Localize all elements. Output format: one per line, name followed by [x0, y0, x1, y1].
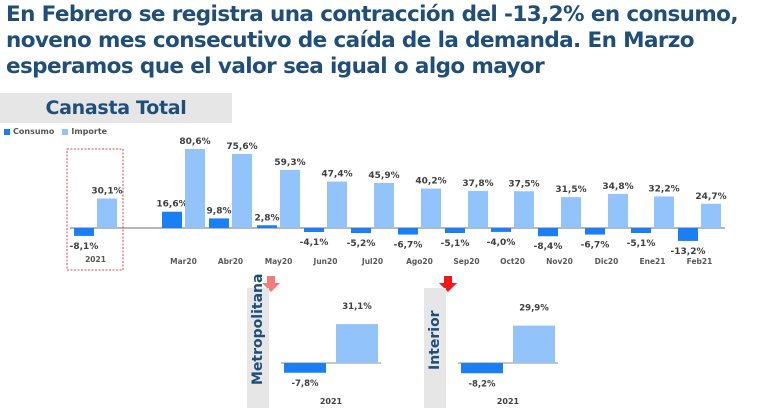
legend-label-consumo: Consumo — [13, 127, 55, 136]
bar-consumo-jun20 — [304, 228, 324, 233]
x-tick-label-mar20: Mar20 — [170, 257, 197, 266]
metropolitana-label-importe: 31,1% — [342, 302, 372, 312]
bar-consumo-nov20 — [538, 228, 558, 237]
x-tick-label-abr20: Abr20 — [218, 257, 243, 266]
bar-importe-jun20 — [327, 181, 347, 228]
chart-legend: Consumo Importe — [4, 127, 107, 136]
x-tick-label-jun20: Jun20 — [313, 257, 338, 266]
x-tick-label-dic20: Dic20 — [595, 257, 619, 266]
data-label-consumo-mar20: 16,6% — [156, 200, 187, 210]
x-tick-label-sep20: Sep20 — [453, 257, 479, 266]
data-label-importe-nov20: 31,5% — [555, 185, 586, 195]
metropolitana-bar-importe — [336, 324, 378, 363]
interior-label-box — [424, 288, 446, 408]
legend-swatch-consumo — [4, 128, 10, 135]
bar-consumo-jul20 — [351, 228, 371, 234]
data-label-importe-abr20: 75,6% — [226, 142, 257, 152]
bar-consumo-ene21 — [631, 228, 651, 233]
legend-label-importe: Importe — [71, 127, 108, 136]
data-label-consumo-2021: -8,1% — [70, 242, 99, 252]
bar-consumo-dic20 — [585, 228, 605, 235]
bar-consumo-2021 — [74, 228, 94, 236]
data-label-consumo-abr20: 9,8% — [207, 206, 232, 216]
data-label-consumo-oct20: -4,0% — [487, 238, 516, 248]
data-label-consumo-jun20: -4,1% — [300, 238, 329, 248]
bar-consumo-sep20 — [445, 228, 465, 233]
data-label-consumo-may20: 2,8% — [255, 213, 280, 223]
bar-importe-ene21 — [654, 196, 674, 228]
interior-label-consumo: -8,2% — [468, 379, 496, 389]
data-label-importe-dic20: 34,8% — [602, 182, 633, 192]
data-label-consumo-sep20: -5,1% — [441, 239, 470, 249]
interior-label: Interior — [427, 310, 443, 370]
metropolitana-label: Metropolitana — [250, 273, 266, 385]
interior-bar-importe — [513, 325, 555, 363]
bar-consumo-may20 — [257, 225, 277, 228]
bar-consumo-ago20 — [398, 228, 418, 235]
section-title: Canasta Total — [45, 97, 187, 119]
metropolitana-x-tick-label: 2021 — [320, 397, 343, 406]
bar-importe-2021 — [97, 198, 117, 228]
metropolitana-bar-consumo — [284, 363, 326, 373]
headline: En Febrero se registra una contracción d… — [6, 2, 738, 79]
interior-bar-consumo — [461, 363, 503, 374]
x-tick-label-feb21: Feb21 — [687, 257, 713, 266]
x-tick-label-ene21: Ene21 — [640, 257, 666, 266]
metropolitana-label-consumo: -7,8% — [291, 379, 319, 389]
data-label-importe-may20: 59,3% — [274, 158, 305, 168]
x-tick-label-nov20: Nov20 — [546, 257, 573, 266]
data-label-importe-mar20: 80,6% — [179, 137, 210, 147]
bar-importe-feb21 — [701, 203, 721, 228]
x-tick-label-may20: May20 — [265, 257, 293, 266]
x-tick-label-jul20: Jul20 — [361, 257, 383, 266]
data-label-consumo-ene21: -5,1% — [627, 239, 656, 249]
metropolitana-label-box — [247, 288, 269, 408]
data-label-consumo-dic20: -6,7% — [581, 241, 610, 251]
data-label-importe-oct20: 37,5% — [508, 179, 539, 189]
legend-item-importe: Importe — [62, 127, 107, 136]
highlight-box-2021 — [66, 148, 124, 271]
bar-consumo-mar20 — [162, 211, 182, 228]
data-label-consumo-feb21: -13,2% — [671, 247, 706, 257]
interior-label-importe: 29,9% — [519, 304, 549, 314]
bar-consumo-feb21 — [678, 228, 698, 241]
data-label-importe-feb21: 24,7% — [695, 192, 726, 202]
data-label-importe-2021: 30,1% — [91, 187, 122, 197]
data-label-importe-sep20: 37,8% — [462, 179, 493, 189]
data-label-importe-jun20: 47,4% — [321, 170, 352, 180]
bar-importe-ago20 — [421, 188, 441, 228]
x-tick-label-ago20: Ago20 — [406, 257, 433, 266]
bar-importe-abr20 — [232, 153, 252, 228]
bar-importe-jul20 — [374, 183, 394, 228]
interior-x-tick-label: 2021 — [497, 397, 520, 406]
bar-importe-sep20 — [468, 190, 488, 228]
x-tick-label-oct20: Oct20 — [500, 257, 525, 266]
data-label-consumo-jul20: -5,2% — [347, 239, 376, 249]
data-label-importe-ene21: 32,2% — [648, 184, 679, 194]
data-label-importe-ago20: 40,2% — [415, 177, 446, 187]
x-tick-label-2021: 2021 — [85, 255, 106, 264]
section-title-band — [0, 93, 232, 123]
bar-importe-dic20 — [608, 193, 628, 228]
legend-swatch-importe — [62, 128, 69, 135]
data-label-consumo-ago20: -6,7% — [394, 241, 423, 251]
bar-importe-oct20 — [514, 191, 534, 228]
data-label-importe-jul20: 45,9% — [368, 171, 399, 181]
bar-importe-may20 — [280, 169, 300, 228]
bar-importe-mar20 — [185, 149, 205, 228]
data-label-consumo-nov20: -8,4% — [534, 242, 563, 252]
bar-consumo-oct20 — [491, 228, 511, 232]
bar-consumo-abr20 — [209, 218, 229, 228]
legend-item-consumo: Consumo — [4, 127, 54, 136]
bar-importe-nov20 — [561, 197, 581, 228]
